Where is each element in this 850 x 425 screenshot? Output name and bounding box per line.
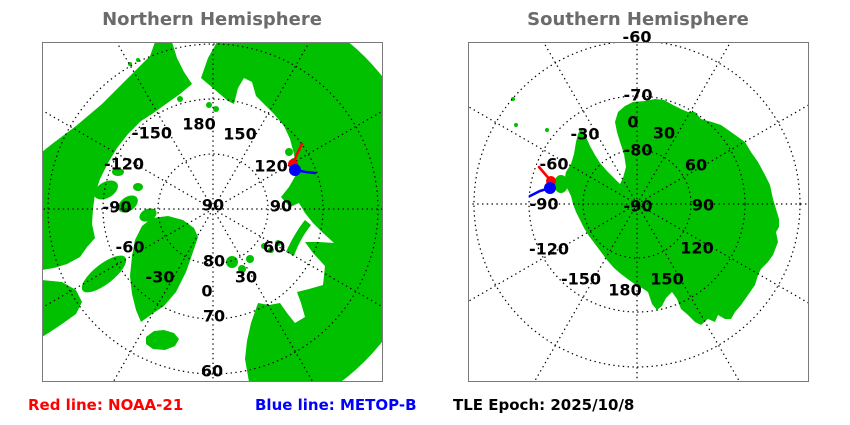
island-arctic-archipelago bbox=[139, 208, 157, 222]
graticule-label: -90 bbox=[103, 198, 132, 217]
northern-hemisphere-map: 180 150 120 90 60 30 0 -30-60 -90 -120 -150 90 80 70 6… bbox=[42, 42, 383, 382]
graticule-label: -30 bbox=[571, 125, 600, 144]
graticule-label: 90 bbox=[270, 197, 292, 216]
island-franz-josef bbox=[275, 240, 281, 246]
graticule bbox=[468, 42, 809, 382]
graticule-label: -120 bbox=[529, 240, 569, 259]
longitude-latitude-labels: 180 150 120 90 60 30 0 -30-60 -90 -120 -150 90 80 70 6… bbox=[103, 115, 293, 381]
island-franz-josef bbox=[261, 243, 267, 249]
island-severnaya-zemlya bbox=[285, 148, 293, 156]
graticule-label: -70 bbox=[624, 86, 653, 105]
graticule-label: -150 bbox=[132, 124, 172, 143]
landmass-alaska-canada bbox=[42, 42, 192, 270]
satellite-track-markers bbox=[288, 142, 317, 176]
satellite-track-markers bbox=[528, 165, 556, 198]
graticule-label: 60 bbox=[201, 362, 223, 381]
island-new-siberian bbox=[213, 106, 219, 112]
island-arctic-archipelago bbox=[118, 195, 138, 213]
northern-landmasses bbox=[42, 42, 383, 382]
graticule-label: 90 bbox=[202, 196, 224, 215]
island-arctic-archipelago bbox=[94, 180, 118, 200]
graticule-label: 90 bbox=[692, 196, 714, 215]
graticule-label: 70 bbox=[203, 307, 225, 326]
graticule-label: -80 bbox=[624, 141, 653, 160]
graticule-label: -120 bbox=[104, 155, 144, 174]
island-novaya-zemlya bbox=[286, 220, 311, 256]
landmass-antarctica bbox=[564, 99, 779, 325]
map-frame bbox=[42, 42, 383, 382]
island-arctic-archipelago bbox=[157, 219, 175, 231]
island-baffin bbox=[81, 255, 127, 293]
landmass-greenland bbox=[130, 216, 198, 322]
graticule-label: 0 bbox=[201, 282, 212, 301]
island-svalbard bbox=[246, 255, 254, 263]
island-new-siberian bbox=[206, 102, 212, 108]
island-south-orkney bbox=[514, 123, 518, 127]
graticule-label: 120 bbox=[254, 157, 287, 176]
landmass-eurasia bbox=[201, 42, 383, 382]
island-alexander bbox=[554, 175, 568, 193]
graticule-label: -90 bbox=[624, 197, 653, 216]
graticule-label: 180 bbox=[608, 281, 641, 300]
island-aleutian bbox=[136, 58, 140, 62]
graticule bbox=[42, 42, 383, 382]
island-wrangel bbox=[177, 96, 183, 102]
metop-b-position-dot bbox=[289, 164, 301, 176]
island-franz-josef bbox=[268, 247, 274, 253]
graticule-label: 60 bbox=[263, 238, 285, 257]
graticule-label: -90 bbox=[530, 195, 559, 214]
southern-hemisphere-title: Southern Hemisphere bbox=[527, 9, 749, 30]
graticule-label: 120 bbox=[680, 239, 713, 258]
graticule-label: 150 bbox=[223, 125, 256, 144]
island-south-shetland bbox=[545, 128, 549, 132]
metop-b-position-dot bbox=[544, 182, 556, 194]
graticule-label: -150 bbox=[561, 270, 601, 289]
southern-hemisphere-map: -60 -70 -80 -90 0 30 60 90 120 150 180 -150 -120 -90 -… bbox=[468, 28, 809, 382]
graticule-label: -60 bbox=[540, 155, 569, 174]
island-svalbard bbox=[226, 256, 238, 268]
graticule-label: 180 bbox=[182, 115, 215, 134]
graticule-label: 0 bbox=[627, 113, 638, 132]
southern-landmasses bbox=[511, 97, 779, 325]
legend-blue-line-metopb: Blue line: METOP-B bbox=[255, 396, 417, 414]
graticule-label: 60 bbox=[685, 156, 707, 175]
island-arctic-archipelago bbox=[112, 168, 124, 176]
graticule-label: 30 bbox=[235, 268, 257, 287]
longitude-latitude-labels: -60 -70 -80 -90 0 30 60 90 120 150 180 -150 -120 -90 -… bbox=[529, 28, 714, 300]
graticule-label: -30 bbox=[146, 268, 175, 287]
graticule-label: -60 bbox=[116, 238, 145, 257]
graticule-label: 30 bbox=[653, 124, 675, 143]
map-frame bbox=[468, 42, 809, 382]
northern-hemisphere-title: Northern Hemisphere bbox=[102, 9, 322, 30]
legend-tle-epoch: TLE Epoch: 2025/10/8 bbox=[453, 396, 635, 414]
island-iceland bbox=[146, 330, 179, 350]
island-svalbard bbox=[238, 265, 246, 273]
island-arctic-archipelago bbox=[133, 183, 143, 191]
graticule-label: 150 bbox=[650, 270, 683, 289]
graticule-label: -60 bbox=[623, 28, 652, 47]
graticule-label: 80 bbox=[203, 252, 225, 271]
legend-red-line-noaa21: Red line: NOAA-21 bbox=[28, 396, 184, 414]
